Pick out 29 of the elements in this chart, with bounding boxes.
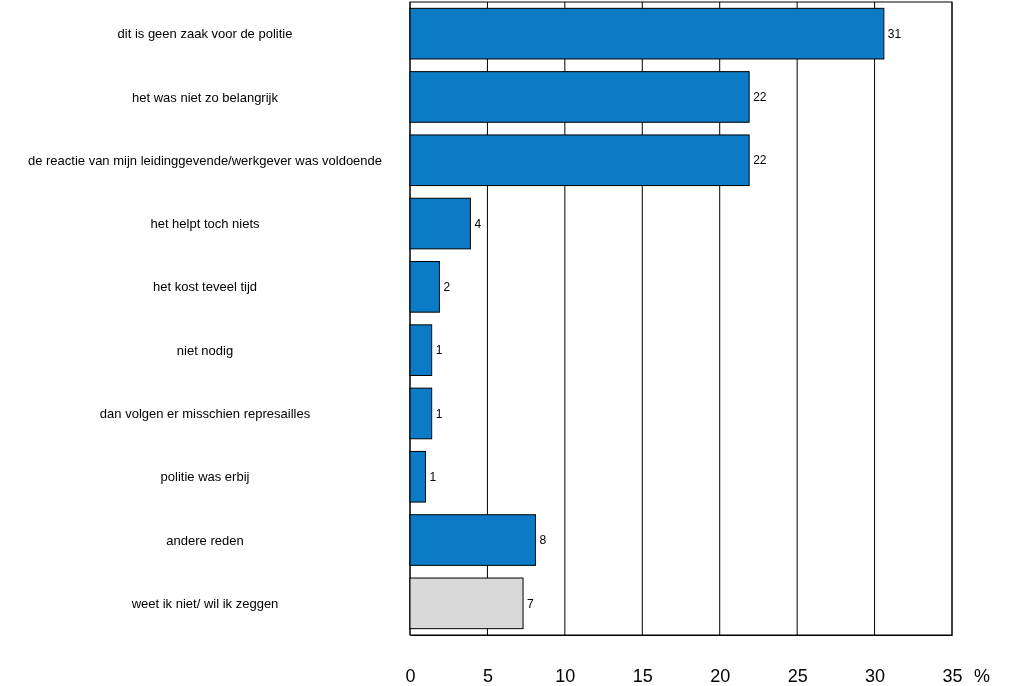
x-tick-label: 0 <box>405 665 416 686</box>
y-tick-label: het helpt toch niets <box>150 216 261 232</box>
data-label: 4 <box>474 216 482 231</box>
y-tick-label: politie was erbij <box>160 469 250 485</box>
x-tick-label: 20 <box>710 665 731 686</box>
data-label: 8 <box>539 533 547 548</box>
y-tick-label: dit is geen zaak voor de politie <box>117 26 293 42</box>
data-label: 1 <box>435 406 443 421</box>
x-tick-label: 35 <box>942 665 963 686</box>
x-tick-label: 15 <box>632 665 653 686</box>
x-tick-label: 10 <box>555 665 576 686</box>
y-tick-label: de reactie van mijn leidinggevende/werkgever was voldoende <box>27 152 383 168</box>
y-tick-label: niet nodig <box>176 342 234 358</box>
y-tick-label: weet ik niet/ wil ik zeggen <box>130 595 279 611</box>
data-label: 7 <box>527 596 535 611</box>
x-tick-label: 25 <box>787 665 808 686</box>
data-label: 22 <box>753 90 767 105</box>
data-label: 22 <box>753 153 767 168</box>
data-label: 1 <box>429 469 437 484</box>
data-label: 1 <box>435 343 443 358</box>
y-tick-label: het kost teveel tijd <box>152 279 258 295</box>
x-tick-label: 30 <box>865 665 886 686</box>
data-label: 2 <box>443 280 451 295</box>
x-axis-title: % <box>974 665 991 686</box>
y-tick-label: dan volgen er misschien represailles <box>99 406 311 421</box>
y-tick-label: andere reden <box>166 532 244 548</box>
data-label: 31 <box>887 26 902 41</box>
y-tick-label: het was niet zo belangrijk <box>132 89 279 105</box>
x-tick-label: 5 <box>482 665 493 686</box>
